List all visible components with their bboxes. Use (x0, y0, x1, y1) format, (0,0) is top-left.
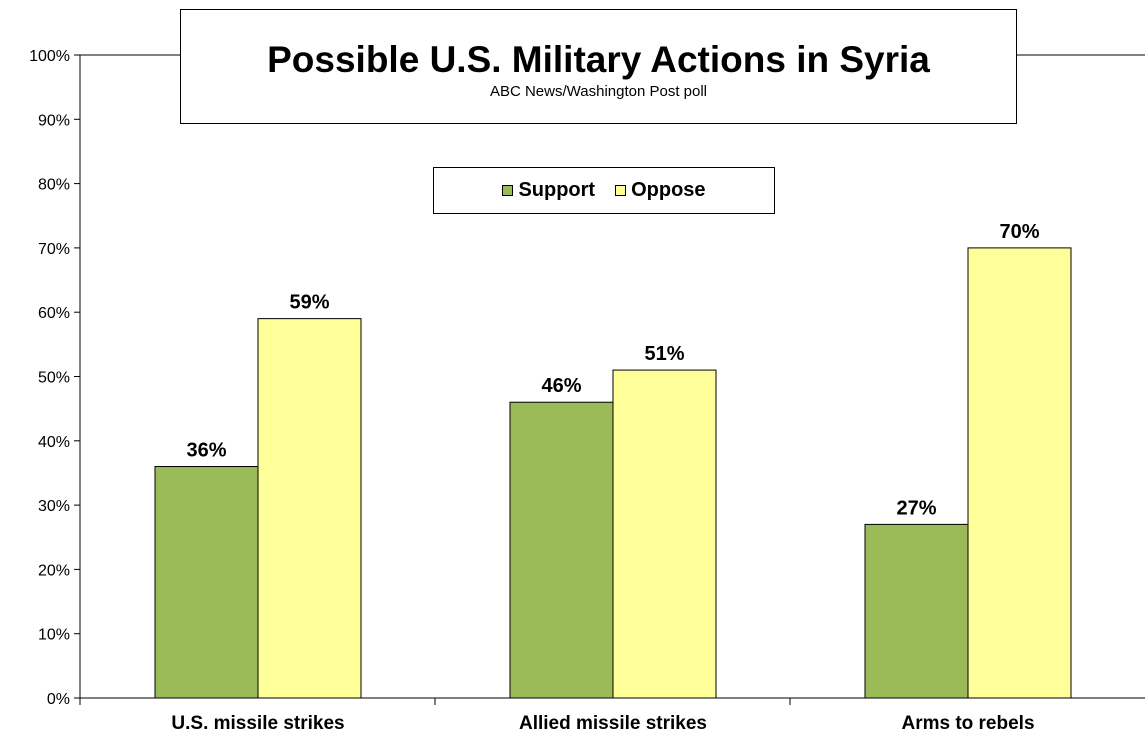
chart-title: Possible U.S. Military Actions in Syria (181, 40, 1016, 80)
y-tick-label-1: 10% (38, 627, 70, 644)
x-tick-label-3: Arms to rebels (901, 713, 1034, 734)
data-label-support-3: 27% (896, 497, 936, 519)
data-label-oppose-1: 59% (289, 292, 329, 314)
y-tick-label-7: 70% (38, 241, 70, 258)
bar-oppose-3 (968, 248, 1071, 698)
data-label-oppose-3: 70% (999, 221, 1039, 243)
y-tick-label-9: 90% (38, 112, 70, 129)
legend-swatch-oppose (615, 185, 626, 196)
bar-oppose-2 (613, 370, 716, 698)
x-tick-label-1: U.S. missile strikes (171, 713, 344, 734)
bar-support-2 (510, 402, 613, 698)
y-tick-label-3: 30% (38, 498, 70, 515)
y-tick-label-0: 0% (47, 691, 70, 708)
y-tick-label-10: 100% (29, 48, 70, 65)
legend-swatch-support (502, 185, 513, 196)
bar-group (155, 248, 1071, 698)
bar-support-1 (155, 467, 258, 698)
legend-item-oppose: Oppose (615, 179, 705, 202)
legend-label-support: Support (518, 179, 595, 202)
x-tick-label-2: Allied missile strikes (519, 713, 707, 734)
legend-item-support: Support (502, 179, 595, 202)
bar-support-3 (865, 524, 968, 698)
bar-oppose-1 (258, 319, 361, 698)
title-box: Possible U.S. Military Actions in Syria … (180, 9, 1017, 124)
y-tick-label-8: 80% (38, 177, 70, 194)
legend-label-oppose: Oppose (631, 179, 705, 202)
y-tick-label-4: 40% (38, 434, 70, 451)
legend: Support Oppose (433, 167, 775, 214)
y-tick-label-2: 20% (38, 562, 70, 579)
data-label-support-2: 46% (541, 375, 581, 397)
chart-subtitle: ABC News/Washington Post poll (181, 84, 1016, 100)
y-tick-label-6: 60% (38, 305, 70, 322)
y-tick-label-5: 50% (38, 370, 70, 387)
data-label-oppose-2: 51% (644, 343, 684, 365)
data-label-support-1: 36% (186, 440, 226, 462)
